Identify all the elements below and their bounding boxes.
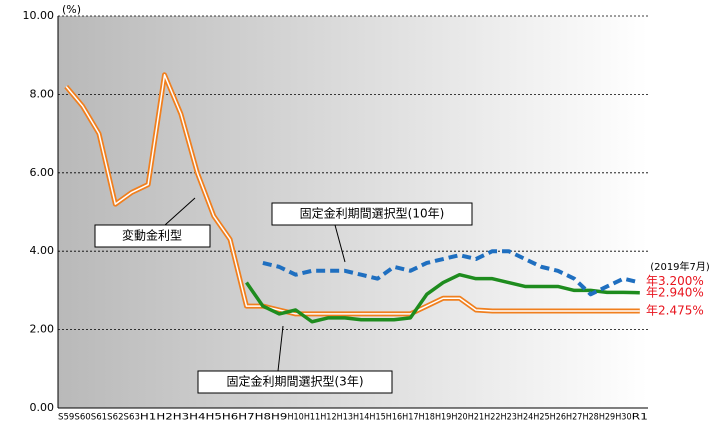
callouts: 変動金利型 固定金利期間選択型(10年) 固定金利期間選択型(3年) [94, 197, 473, 394]
x-tick-label: S62 [107, 413, 123, 423]
x-tick-label: H15 [369, 413, 385, 423]
x-tick-label: H7 [238, 413, 254, 423]
callout-text: 変動金利型 [122, 228, 182, 243]
x-tick-label: H18 [419, 413, 435, 423]
x-tick-label: H9 [271, 413, 287, 423]
x-tick-label: H14 [353, 413, 369, 423]
x-tick-label: H27 [566, 413, 582, 423]
y-tick-label: 10.00 [23, 9, 55, 22]
callout-line [277, 325, 284, 372]
series-line [262, 249, 641, 297]
value-label: 年2.940% [646, 285, 704, 299]
y-tick-label: 8.00 [30, 87, 55, 100]
series-line [245, 272, 640, 324]
x-tick-label: H23 [501, 413, 517, 423]
y-tick-label: 2.00 [30, 323, 55, 336]
x-tick-label: S61 [91, 413, 107, 423]
x-tick-label: H30 [615, 413, 631, 423]
y-tick-label: 4.00 [30, 244, 55, 257]
x-tick-label: H22 [484, 413, 500, 423]
value-label: 年3.200% [646, 274, 704, 288]
y-tick-label: 6.00 [30, 166, 55, 179]
x-tick-label: S60 [74, 413, 90, 423]
x-tick-label: H13 [337, 413, 353, 423]
x-tick-label: H3 [173, 413, 189, 423]
x-tick-label: H26 [550, 413, 566, 423]
x-tick-label: R1 [632, 413, 648, 423]
x-tick-label: H6 [222, 413, 238, 423]
x-tick-label: H12 [320, 413, 336, 423]
callout-box [94, 224, 211, 248]
x-tick-label: S59 [58, 413, 74, 423]
x-tick-label: H8 [255, 413, 271, 423]
callout-line [334, 224, 346, 263]
y-axis-label: (%) [62, 3, 81, 16]
x-tick-label: H5 [206, 413, 222, 423]
callout-text: 固定金利期間選択型(10年) [300, 206, 445, 221]
x-tick-label: H28 [582, 413, 598, 423]
x-tick-label: H1 [140, 413, 156, 423]
x-tick-label: H17 [402, 413, 418, 423]
value-label: 年2.475% [646, 303, 704, 317]
note: (2019年7月) [650, 260, 710, 273]
callout-line [164, 197, 196, 226]
x-tick-label: H16 [386, 413, 402, 423]
x-tick-label: H29 [599, 413, 615, 423]
x-tick-label: H11 [304, 413, 320, 423]
x-tick-label: H4 [189, 413, 205, 423]
callout-box [271, 202, 473, 226]
x-tick-label: H24 [517, 413, 533, 423]
x-tick-label: H19 [435, 413, 451, 423]
y-tick-label: 0.00 [30, 401, 55, 414]
x-tick-label: S63 [124, 413, 140, 423]
x-tick-label: H10 [287, 413, 303, 423]
x-tick-label: H20 [451, 413, 467, 423]
x-tick-label: H2 [156, 413, 172, 423]
callout-box [197, 370, 393, 394]
x-tick-label: H25 [533, 413, 549, 423]
callout-text: 固定金利期間選択型(3年) [227, 374, 364, 389]
series-line-inner [65, 74, 640, 315]
x-tick-label: H21 [468, 413, 484, 423]
